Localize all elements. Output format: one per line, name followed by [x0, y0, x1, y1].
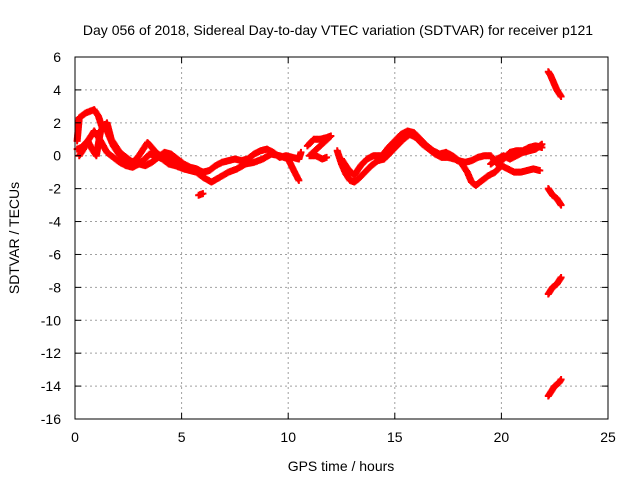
x-tick-label: 20 — [494, 429, 510, 445]
plot-frame — [74, 56, 609, 420]
y-tick-labels: -16 -14 -12 -10 -8 -6 -4 -2 0 2 4 6 — [41, 49, 61, 427]
data-point — [536, 167, 544, 175]
y-tick-label: 2 — [53, 115, 61, 131]
y-tick-label: -10 — [41, 312, 61, 328]
data-point — [295, 176, 303, 184]
x-tick-label: 5 — [178, 429, 186, 445]
x-tick-label: 25 — [600, 429, 616, 445]
y-axis-label: SDTVAR / TECUs — [6, 182, 22, 294]
y-tick-label: -6 — [49, 246, 62, 262]
y-tick-label: -16 — [41, 411, 61, 427]
data-point — [173, 160, 181, 168]
data-point — [323, 153, 331, 161]
y-tick-label: -14 — [41, 378, 61, 394]
data-point — [557, 92, 565, 100]
x-tick-label: 0 — [71, 429, 79, 445]
data-point — [557, 376, 565, 384]
y-tick-label: -4 — [49, 214, 62, 230]
x-axis-label: GPS time / hours — [288, 458, 395, 474]
y-tick-label: -12 — [41, 345, 61, 361]
x-tick-label: 15 — [387, 429, 403, 445]
x-tick-labels: 0 5 10 15 20 25 — [71, 429, 616, 445]
data-point — [297, 148, 305, 156]
axis-ticks — [74, 56, 609, 420]
y-tick-label: 0 — [53, 148, 61, 164]
data-point — [557, 273, 565, 281]
y-tick-label: -8 — [49, 279, 62, 295]
y-tick-label: 6 — [53, 49, 61, 65]
y-tick-label: 4 — [53, 82, 61, 98]
data-points — [73, 68, 565, 400]
data-point — [557, 201, 565, 209]
data-point — [538, 140, 546, 148]
data-point — [199, 190, 207, 198]
chart-title: Day 056 of 2018, Sidereal Day-to-day VTE… — [83, 22, 593, 38]
x-tick-label: 10 — [280, 429, 296, 445]
y-tick-label: -2 — [49, 181, 62, 197]
